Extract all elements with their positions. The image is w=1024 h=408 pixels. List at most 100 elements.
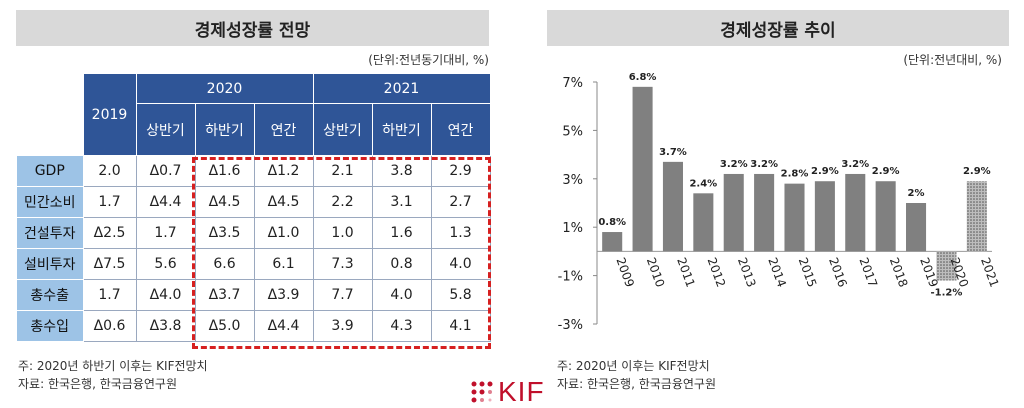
table-row: GDP 2.0 Δ0.7 Δ1.6 Δ1.2 2.1 3.8 2.9 [16,155,491,187]
row-label: 설비투자 [16,248,84,280]
table-cell: Δ1.2 [253,155,314,187]
table-cell: Δ3.9 [253,279,314,311]
y-tick-label: 1% [562,221,583,236]
forecast-table: 2019 2020 2021 상반기 하반기 연간 상반기 하반기 연간 GDP… [16,73,491,342]
table-row: 설비투자 Δ7.5 5.6 6.6 6.1 7.3 0.8 4.0 [16,248,491,280]
growth-rate-chart: 7% 5% 3% 1% -1% -3% 0.8% 2009 6.8% 2010 3.7% 2011 2.… [558,72,1002,333]
table-cell: Δ3.7 [194,279,255,311]
table-cell: Δ4.4 [135,186,196,218]
table-cell: Δ0.6 [82,310,137,342]
bar [723,173,744,252]
table-cell: Δ5.0 [194,310,255,342]
table-cell: Δ1.6 [194,155,255,187]
table-cell: 4.0 [371,279,432,311]
table-cell: 7.3 [312,248,373,280]
left-notes: 주: 2020년 하반기 이후는 KIF전망치 자료: 한국은행, 한국금융연구… [18,357,208,393]
table-cell: 1.6 [371,217,432,249]
table-cell: 6.1 [253,248,314,280]
data-label: 2.9% [963,166,991,177]
row-label: 건설투자 [16,217,84,249]
category-label: 2016 [826,256,850,289]
subheader: 연간 [253,103,314,156]
data-label: 2.4% [689,178,717,189]
table-cell: 2.2 [312,186,373,218]
y-tick-label: -3% [558,318,583,333]
category-label: 2011 [674,256,698,289]
table-cell: Δ2.5 [82,217,137,249]
kif-logo-dots-icon [471,381,493,403]
table-row: 총수출 1.7 Δ4.0 Δ3.7 Δ3.9 7.7 4.0 5.8 [16,279,491,311]
table-cell: Δ3.5 [194,217,255,249]
table-cell: 3.1 [371,186,432,218]
category-label: 2018 [887,256,911,289]
table-cell: Δ4.4 [253,310,314,342]
table-cell: 6.6 [194,248,255,280]
table-cell: 5.6 [135,248,196,280]
table-cell: Δ3.8 [135,310,196,342]
table-cell: 3.8 [371,155,432,187]
bar [966,181,987,252]
data-label: 0.8% [598,217,626,228]
bar [784,183,805,252]
bar [875,181,896,252]
table-cell: Δ0.7 [135,155,196,187]
data-label: 3.2% [750,159,778,170]
left-unit-label: (단위:전년동기대비, %) [368,53,489,67]
table-cell: 1.7 [82,186,137,218]
kif-logo-text: KIF [498,376,545,407]
left-note-source: 자료: 한국은행, 한국금융연구원 [18,377,178,391]
data-label: 3.7% [659,147,687,158]
table-row: 민간소비 1.7 Δ4.4 Δ4.5 Δ4.5 2.2 3.1 2.7 [16,186,491,218]
y-tick-label: 7% [562,76,583,91]
table-row: 총수입 Δ0.6 Δ3.8 Δ5.0 Δ4.4 3.9 4.3 4.1 [16,310,491,342]
y-tick-label: -1% [558,270,583,285]
data-label: 2% [908,188,925,199]
right-panel-title: 경제성장률 추이 [547,10,1009,46]
category-label: 2014 [765,256,789,289]
bar [693,193,714,252]
category-label: 2017 [856,256,880,289]
table-cell: 0.8 [371,248,432,280]
category-label: 2012 [705,256,729,289]
y-tick-label: 3% [562,173,583,188]
table-corner [16,73,83,156]
table-cell: 1.7 [82,279,137,311]
bar [754,173,775,252]
right-note-source: 자료: 한국은행, 한국금융연구원 [557,377,717,391]
table-cell: 2.0 [82,155,137,187]
table-cell: Δ4.5 [194,186,255,218]
table-cell: Δ1.0 [253,217,314,249]
data-label: 3.2% [841,159,869,170]
category-label: 2009 [613,256,637,289]
table-cell: Δ7.5 [82,248,137,280]
row-label: 민간소비 [16,186,84,218]
row-label: 총수입 [16,310,84,342]
subheader: 하반기 [371,103,432,156]
subheader: 하반기 [194,103,255,156]
header-2019: 2019 [82,73,137,156]
row-label: 총수출 [16,279,84,311]
bar [936,251,957,281]
table-cell: 1.0 [312,217,373,249]
data-label: 2.9% [811,166,839,177]
subheader: 상반기 [312,103,373,156]
data-label: 2.8% [781,169,809,180]
left-note-forecast: 주: 2020년 하반기 이후는 KIF전망치 [18,359,208,373]
left-panel-title: 경제성장률 전망 [16,10,489,46]
data-label: -1.2% [930,287,962,298]
right-note-forecast: 주: 2020년 이후는 KIF전망치 [557,359,710,373]
header-2021: 2021 [312,73,491,104]
subheader: 상반기 [135,103,196,156]
bar [602,232,623,252]
bar [814,181,835,252]
category-label: 2015 [796,256,820,289]
table-cell: 2.7 [430,186,491,218]
bar [662,161,683,252]
bar [906,203,927,252]
data-label: 6.8% [629,72,657,83]
bar [632,86,653,252]
data-label: 2.9% [872,166,900,177]
data-label: 3.2% [720,159,748,170]
table-cell: 2.9 [430,155,491,187]
table-cell: 7.7 [312,279,373,311]
